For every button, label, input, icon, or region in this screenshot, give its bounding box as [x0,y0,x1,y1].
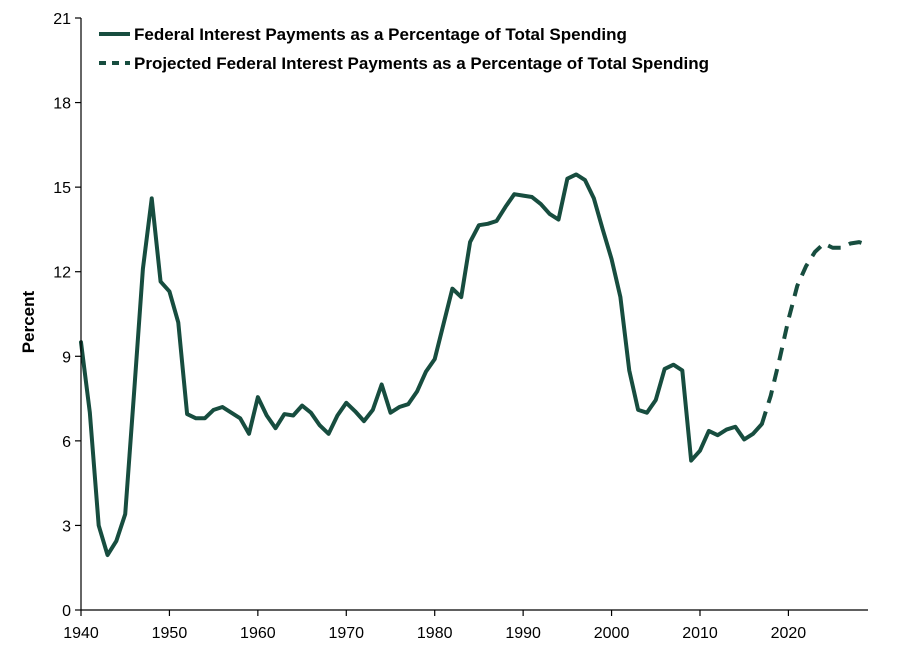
x-tick-label: 1960 [240,625,276,642]
y-tick-label: 6 [62,434,71,451]
x-tick-label: 1950 [152,625,188,642]
x-tick-label: 2010 [682,625,718,642]
legend: Federal Interest Payments as a Percentag… [99,25,709,73]
legend-label: Federal Interest Payments as a Percentag… [134,25,627,44]
axes: 0 3 6 9 12 15 18 21 1940 1950 1960 1970 1980 1990 2000… [53,11,868,642]
x-tick-label: 1980 [417,625,453,642]
y-tick-label: 3 [62,518,71,535]
y-axis-title: Percent [19,290,38,353]
y-tick-label: 18 [53,96,71,113]
y-tick-label: 21 [53,11,71,28]
projected-series-line [759,240,869,425]
plot-lines [79,172,869,558]
x-tick-label: 2000 [594,625,630,642]
x-tick-label: 1970 [328,625,364,642]
x-tick-label: 1990 [505,625,541,642]
y-tick-label: 12 [53,265,71,282]
x-tick-label: 2020 [771,625,807,642]
y-tick-label: 9 [62,349,71,366]
y-tick-label: 15 [53,180,71,197]
y-tick-label: 0 [62,603,71,620]
legend-label: Projected Federal Interest Payments as a… [134,54,709,73]
historical-series-line [79,172,764,558]
x-tick-label: 1940 [63,625,99,642]
